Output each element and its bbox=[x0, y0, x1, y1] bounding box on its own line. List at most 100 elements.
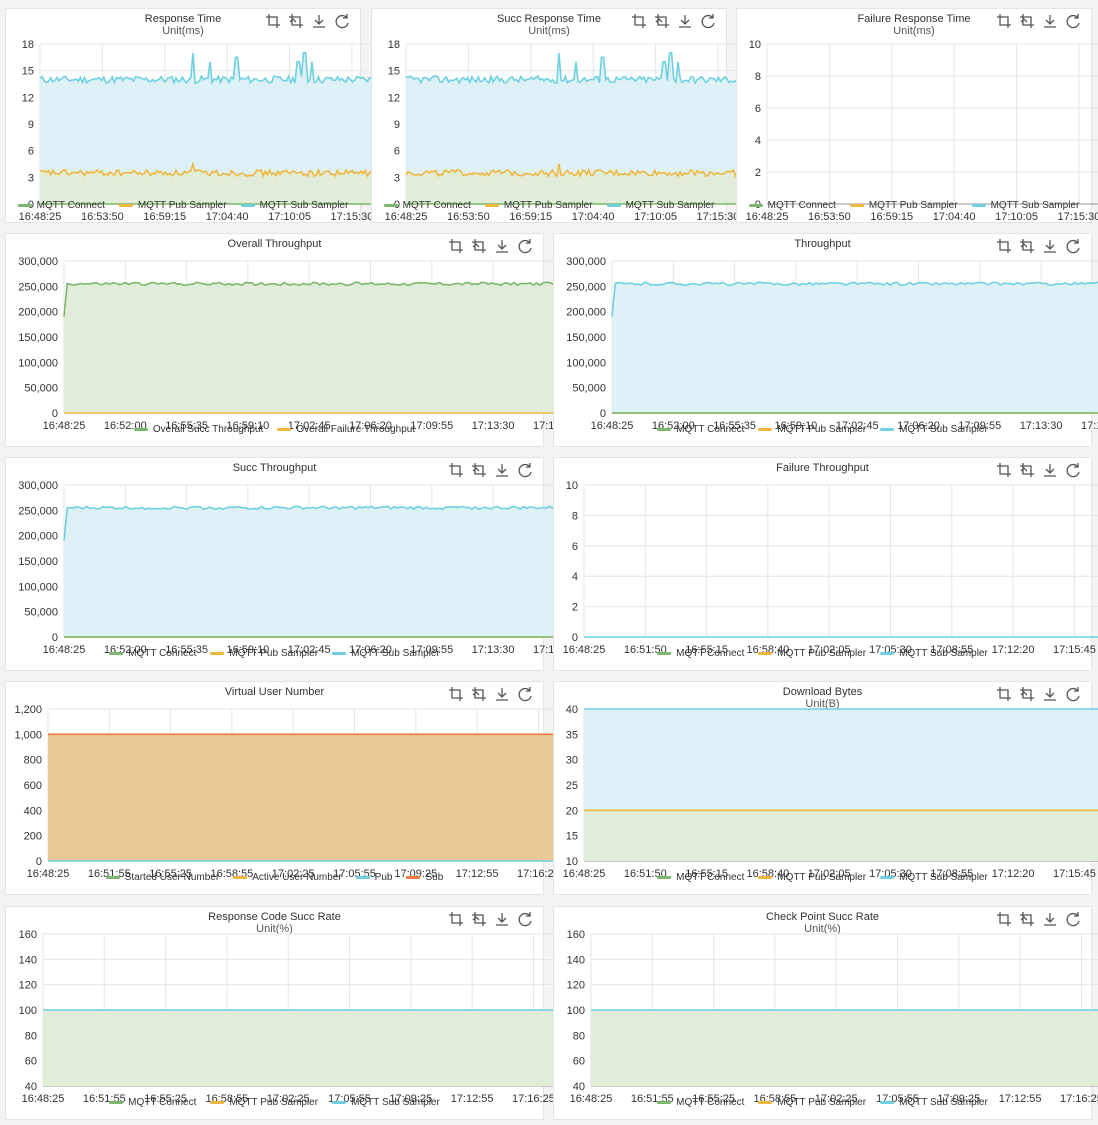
y-tick-label: 160 bbox=[19, 929, 37, 941]
zoom-icon[interactable] bbox=[448, 686, 464, 702]
download-icon[interactable] bbox=[494, 686, 510, 702]
download-icon[interactable] bbox=[1042, 462, 1058, 478]
legend-item[interactable]: MQTT Pub Sampler bbox=[210, 648, 318, 659]
zoom-reset-icon[interactable] bbox=[471, 911, 487, 927]
x-tick-label: 16:53:50 bbox=[808, 211, 851, 223]
legend-item[interactable]: MQTT Connect bbox=[109, 648, 196, 659]
zoom-reset-icon[interactable] bbox=[471, 686, 487, 702]
legend-item[interactable]: MQTT Pub Sampler bbox=[758, 872, 866, 883]
chart-panel-response-time: Response TimeUnit(ms)036912151816:48:251… bbox=[5, 8, 381, 223]
legend-item[interactable]: Overall Succ Throughput bbox=[133, 424, 263, 435]
legend-item[interactable]: MQTT Connect bbox=[109, 1097, 196, 1108]
refresh-icon[interactable] bbox=[1065, 238, 1081, 254]
download-icon[interactable] bbox=[1042, 686, 1058, 702]
y-tick-label: 300,000 bbox=[566, 256, 606, 268]
legend-item[interactable]: MQTT Pub Sampler bbox=[758, 424, 866, 435]
download-icon[interactable] bbox=[1042, 911, 1058, 927]
legend-item[interactable]: MQTT Sub Sampler bbox=[880, 1097, 988, 1108]
zoom-reset-icon[interactable] bbox=[471, 462, 487, 478]
legend-item[interactable]: Overall Failure Throughput bbox=[277, 424, 415, 435]
x-tick-label: 16:53:50 bbox=[447, 211, 490, 223]
legend-item[interactable]: MQTT Sub Sampler bbox=[880, 648, 988, 659]
chart-legend: MQTT Connect MQTT Pub Sampler MQTT Sub Sam… bbox=[554, 424, 1091, 435]
zoom-icon[interactable] bbox=[448, 911, 464, 927]
legend-label: MQTT Pub Sampler bbox=[137, 200, 227, 211]
zoom-icon[interactable] bbox=[448, 462, 464, 478]
zoom-icon[interactable] bbox=[448, 238, 464, 254]
chart-toolbar bbox=[996, 13, 1081, 29]
legend-item[interactable]: MQTT Sub Sampler bbox=[240, 200, 348, 211]
legend-item[interactable]: MQTT Connect bbox=[17, 200, 105, 211]
legend-item[interactable]: MQTT Connect bbox=[748, 200, 836, 211]
legend-item[interactable]: MQTT Pub Sampler bbox=[758, 1097, 866, 1108]
zoom-reset-icon[interactable] bbox=[1019, 13, 1035, 29]
legend-item[interactable]: MQTT Pub Sampler bbox=[118, 200, 227, 211]
legend-item[interactable]: MQTT Pub Sampler bbox=[758, 648, 866, 659]
chart-toolbar bbox=[448, 462, 533, 478]
chart-toolbar bbox=[448, 911, 533, 927]
x-tick-label: 17:04:40 bbox=[933, 211, 976, 223]
download-icon[interactable] bbox=[311, 13, 327, 29]
legend-item[interactable]: MQTT Sub Sampler bbox=[332, 1097, 440, 1108]
refresh-icon[interactable] bbox=[700, 13, 716, 29]
x-tick-label: 17:09:55 bbox=[410, 644, 453, 656]
zoom-reset-icon[interactable] bbox=[1019, 911, 1035, 927]
zoom-reset-icon[interactable] bbox=[288, 13, 304, 29]
y-tick-label: 120 bbox=[567, 980, 585, 992]
zoom-reset-icon[interactable] bbox=[471, 238, 487, 254]
refresh-icon[interactable] bbox=[517, 686, 533, 702]
zoom-icon[interactable] bbox=[996, 462, 1012, 478]
legend-item[interactable]: MQTT Connect bbox=[657, 424, 744, 435]
x-tick-label: 16:55:35 bbox=[165, 420, 208, 432]
zoom-icon[interactable] bbox=[631, 13, 647, 29]
legend-item[interactable]: Active User Number bbox=[233, 872, 342, 883]
legend-item[interactable]: MQTT Sub Sampler bbox=[606, 200, 714, 211]
x-tick-label: 16:55:25 bbox=[149, 868, 192, 880]
legend-item[interactable]: MQTT Pub Sampler bbox=[849, 200, 958, 211]
refresh-icon[interactable] bbox=[1065, 686, 1081, 702]
legend-item[interactable]: MQTT Sub Sampler bbox=[971, 200, 1079, 211]
legend-item[interactable]: MQTT Connect bbox=[657, 872, 744, 883]
refresh-icon[interactable] bbox=[517, 462, 533, 478]
legend-item[interactable]: MQTT Sub Sampler bbox=[880, 424, 988, 435]
legend-item[interactable]: MQTT Sub Sampler bbox=[332, 648, 440, 659]
legend-item[interactable]: MQTT Connect bbox=[657, 1097, 744, 1108]
zoom-reset-icon[interactable] bbox=[1019, 238, 1035, 254]
zoom-icon[interactable] bbox=[996, 911, 1012, 927]
series-line bbox=[405, 163, 747, 178]
zoom-icon[interactable] bbox=[996, 686, 1012, 702]
chart-title: Failure Response Time bbox=[857, 13, 971, 25]
refresh-icon[interactable] bbox=[1065, 462, 1081, 478]
refresh-icon[interactable] bbox=[334, 13, 350, 29]
legend-item[interactable]: Started User Number bbox=[105, 872, 219, 883]
legend-item[interactable]: MQTT Sub Sampler bbox=[880, 872, 988, 883]
download-icon[interactable] bbox=[1042, 238, 1058, 254]
zoom-icon[interactable] bbox=[996, 238, 1012, 254]
zoom-reset-icon[interactable] bbox=[1019, 462, 1035, 478]
legend-item[interactable]: Sub bbox=[406, 872, 443, 883]
legend-item[interactable]: MQTT Pub Sampler bbox=[210, 1097, 318, 1108]
zoom-reset-icon[interactable] bbox=[1019, 686, 1035, 702]
zoom-icon[interactable] bbox=[996, 13, 1012, 29]
download-icon[interactable] bbox=[494, 462, 510, 478]
legend-label: Sub bbox=[425, 872, 444, 883]
download-icon[interactable] bbox=[1042, 13, 1058, 29]
legend-item[interactable]: MQTT Connect bbox=[383, 200, 471, 211]
x-tick-label: 17:12:55 bbox=[456, 868, 499, 880]
refresh-icon[interactable] bbox=[1065, 911, 1081, 927]
refresh-icon[interactable] bbox=[1065, 13, 1081, 29]
zoom-reset-icon[interactable] bbox=[654, 13, 670, 29]
download-icon[interactable] bbox=[494, 911, 510, 927]
download-icon[interactable] bbox=[494, 238, 510, 254]
x-tick-label: 17:13:30 bbox=[472, 420, 515, 432]
legend-item[interactable]: MQTT Pub Sampler bbox=[484, 200, 593, 211]
y-tick-label: 600 bbox=[24, 780, 42, 792]
legend-item[interactable]: Pub bbox=[355, 872, 392, 883]
x-tick-label: 16:59:15 bbox=[509, 211, 552, 223]
legend-item[interactable]: MQTT Connect bbox=[657, 648, 744, 659]
zoom-icon[interactable] bbox=[265, 13, 281, 29]
refresh-icon[interactable] bbox=[517, 238, 533, 254]
download-icon[interactable] bbox=[677, 13, 693, 29]
legend-label: MQTT Pub Sampler bbox=[229, 648, 319, 659]
refresh-icon[interactable] bbox=[517, 911, 533, 927]
